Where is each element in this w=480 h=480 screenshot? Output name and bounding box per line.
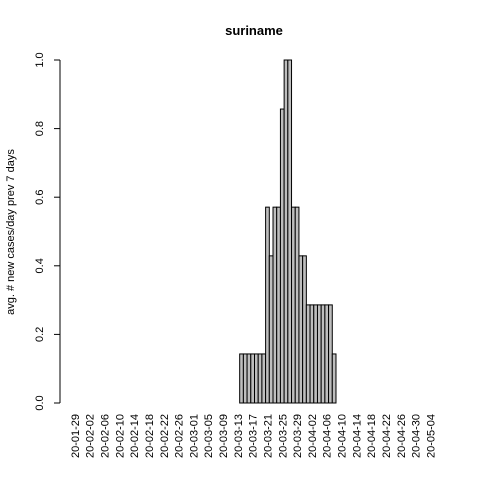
y-tick-label: 0.0 xyxy=(34,395,46,410)
bar xyxy=(283,59,289,404)
x-tick-label: 20-04-30 xyxy=(411,414,423,458)
bar xyxy=(316,304,322,404)
bar xyxy=(268,255,274,404)
bar xyxy=(294,206,300,404)
bar xyxy=(254,353,259,404)
bar xyxy=(328,304,333,404)
x-tick-label: 20-02-22 xyxy=(159,414,171,458)
x-tick-label: 20-03-05 xyxy=(203,414,215,458)
y-tick-label: 0.2 xyxy=(34,327,46,342)
bar xyxy=(331,353,337,404)
x-tick-label: 20-04-22 xyxy=(381,414,393,458)
x-tick-label: 20-02-14 xyxy=(129,414,141,458)
x-tick-label: 20-03-01 xyxy=(188,414,200,458)
chart-title: suriname xyxy=(225,23,283,38)
bar xyxy=(261,353,267,404)
x-tick-label: 20-01-29 xyxy=(70,414,82,458)
x-tick-label: 20-03-29 xyxy=(292,414,304,458)
x-tick-label: 20-02-10 xyxy=(114,414,126,458)
bar xyxy=(309,304,315,404)
y-axis: 0.0 0.2 0.4 0.6 0.8 1.0 xyxy=(34,52,61,411)
bar xyxy=(291,206,296,404)
bar xyxy=(298,255,304,404)
bar xyxy=(246,353,252,404)
bar xyxy=(257,353,263,404)
bar xyxy=(305,304,311,404)
bar xyxy=(279,108,285,404)
y-tick-label: 0.6 xyxy=(34,190,46,205)
x-tick-label: 20-04-26 xyxy=(396,414,408,458)
x-tick-label: 20-03-09 xyxy=(218,414,230,458)
y-tick-label: 1.0 xyxy=(34,52,46,67)
bar xyxy=(250,353,256,404)
x-tick-label: 20-03-17 xyxy=(248,414,260,458)
bar xyxy=(242,353,248,404)
x-tick-label: 20-02-26 xyxy=(174,414,186,458)
bar xyxy=(320,304,326,404)
bar xyxy=(276,206,281,404)
x-tick-label: 20-02-06 xyxy=(99,414,111,458)
x-tick-label: 20-04-18 xyxy=(366,414,378,458)
x-tick-label: 20-02-02 xyxy=(85,414,97,458)
bar xyxy=(302,255,307,404)
x-tick-label: 20-05-04 xyxy=(425,414,437,458)
x-axis: 20-01-29 20-02-02 20-02-06 20-02-10 20-02-14… xyxy=(70,414,438,458)
y-tick-label: 0.8 xyxy=(34,121,46,136)
x-tick-label: 20-04-10 xyxy=(337,414,349,458)
bar xyxy=(265,206,270,404)
bar xyxy=(272,206,278,404)
x-tick-label: 20-04-02 xyxy=(307,414,319,458)
bar xyxy=(287,59,293,404)
bar xyxy=(313,304,318,404)
x-tick-label: 20-04-14 xyxy=(351,414,363,458)
y-axis-label: avg. # new cases/day prev 7 days xyxy=(5,149,17,315)
bar xyxy=(324,304,330,404)
x-tick-label: 20-02-18 xyxy=(144,414,156,458)
bars-group xyxy=(239,59,337,404)
x-tick-label: 20-03-21 xyxy=(262,414,274,458)
x-tick-label: 20-03-13 xyxy=(233,414,245,458)
x-tick-label: 20-03-25 xyxy=(277,414,289,458)
y-tick-label: 0.4 xyxy=(34,258,46,273)
bar xyxy=(239,353,244,404)
x-tick-label: 20-04-06 xyxy=(322,414,334,458)
